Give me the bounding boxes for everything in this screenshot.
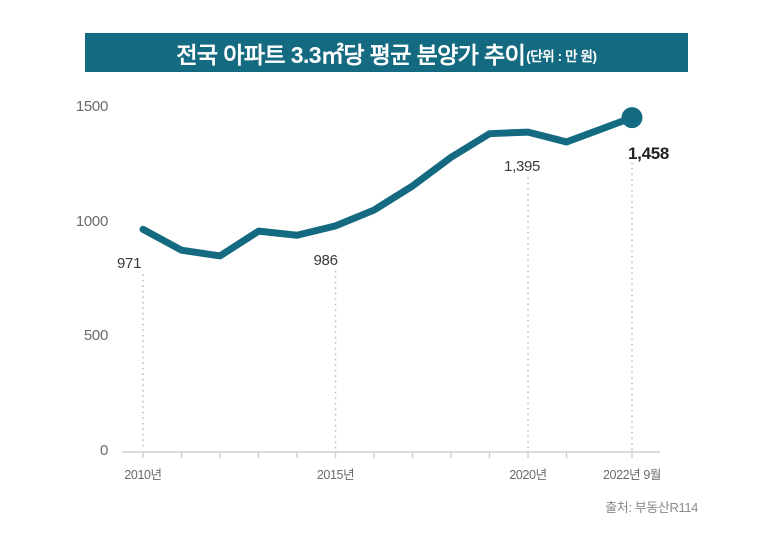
guide-lines: [142, 162, 633, 450]
data-label-1458: 1,458: [628, 143, 670, 163]
chart-title-bar: 전국 아파트 3.3㎡당 평균 분양가 추이 (단위 : 만 원): [85, 33, 688, 72]
x-axis-tick-2020년: 2020년: [509, 468, 547, 482]
page-title: 전국 아파트 3.3㎡당 평균 분양가 추이: [176, 41, 526, 68]
data-label-986: 986: [313, 251, 338, 269]
y-axis-tick-1000: 1000: [75, 212, 108, 230]
y-axis-tick-1500: 1500: [75, 98, 108, 115]
data-line: [139, 114, 636, 260]
y-axis-tick-0: 0: [99, 442, 108, 459]
x-axis-ticks: [142, 452, 633, 458]
title-unit-note: (단위 : 만 원): [526, 48, 597, 64]
data-label-1395: 1,395: [504, 158, 541, 176]
endpoint-marker: [621, 107, 643, 129]
y-axis-tick-500: 500: [83, 327, 108, 345]
x-axis-tick-2015년: 2015년: [316, 468, 355, 482]
x-axis-tick-2010년: 2010년: [124, 468, 162, 482]
x-axis-tick-2022년-9월: 2022년 9월: [602, 468, 662, 482]
source-note: 출처: 부동산R114: [605, 500, 698, 515]
data-label-971: 971: [117, 255, 142, 273]
